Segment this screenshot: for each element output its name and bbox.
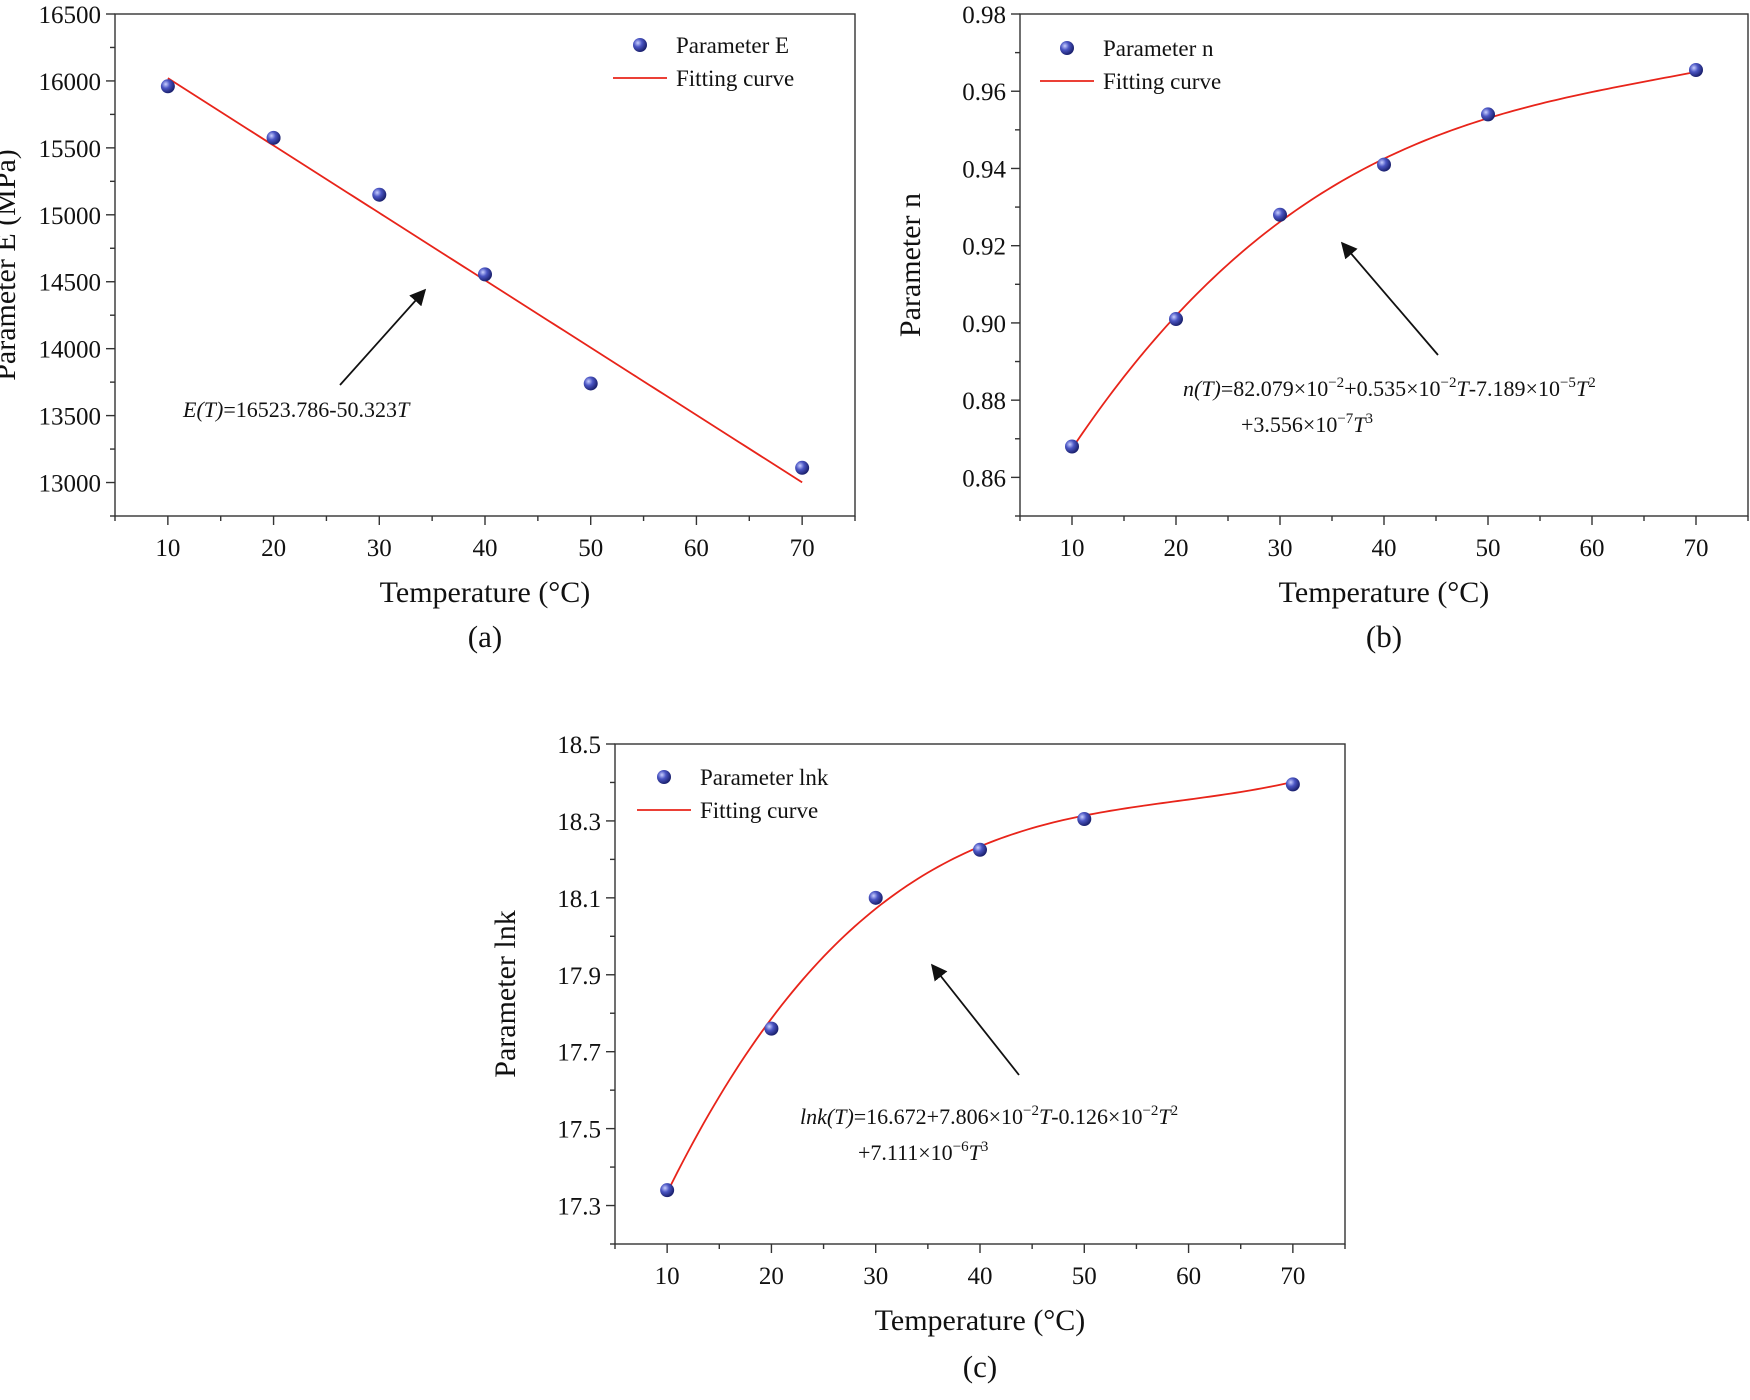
x-axis-title: Temperature (°C) [1279, 576, 1490, 609]
data-point [1377, 157, 1391, 172]
x-tick-label: 10 [1060, 535, 1085, 562]
legend-label-fit: Fitting curve [700, 798, 818, 823]
panel-label: (b) [1366, 619, 1402, 654]
legend-label-points: Parameter n [1103, 36, 1214, 61]
y-axis-title: Parameter E (MPa) [0, 149, 22, 381]
data-point [1077, 812, 1092, 826]
y-tick-label: 0.90 [962, 311, 1006, 338]
x-tick-label: 60 [1176, 1263, 1201, 1290]
x-tick-label: 70 [1684, 535, 1709, 562]
y-tick-label: 13500 [39, 404, 102, 431]
y-tick-label: 0.96 [962, 79, 1006, 106]
legend-label-points: Parameter lnk [700, 765, 829, 790]
y-tick-label: 0.86 [962, 465, 1006, 492]
data-point [1169, 312, 1183, 327]
x-tick-label: 30 [863, 1263, 888, 1290]
y-tick-label: 0.92 [962, 234, 1006, 261]
data-point [372, 187, 387, 202]
data-point [660, 1183, 675, 1198]
data-point [1273, 207, 1287, 222]
data-point [583, 376, 598, 391]
x-tick-label: 40 [473, 535, 498, 562]
y-tick-label: 17.3 [557, 1194, 601, 1221]
x-tick-label: 50 [578, 535, 603, 562]
x-tick-label: 20 [759, 1263, 784, 1290]
y-tick-label: 17.5 [557, 1117, 601, 1144]
x-axis-title: Temperature (°C) [875, 1304, 1086, 1337]
data-point [973, 842, 987, 857]
data-point [1481, 107, 1495, 122]
fit-formula-line1: n(T)=82.079×10−2+0.535×10−2T-7.189×10−5T… [1183, 375, 1596, 401]
fit-formula-line2: +3.556×10−7T3 [1241, 411, 1373, 437]
y-tick-label: 17.9 [557, 963, 601, 990]
y-tick-label: 16000 [39, 69, 102, 96]
x-tick-label: 20 [1164, 535, 1189, 562]
x-tick-label: 60 [1580, 535, 1605, 562]
y-tick-label: 0.94 [962, 156, 1006, 183]
data-point [160, 79, 175, 94]
data-point [868, 890, 883, 905]
y-tick-label: 16500 [39, 2, 102, 29]
data-point [266, 130, 281, 145]
legend-label-fit: Fitting curve [1103, 69, 1221, 94]
y-tick-label: 13000 [39, 471, 102, 498]
y-tick-label: 15500 [39, 136, 102, 163]
x-tick-label: 30 [367, 535, 392, 562]
y-tick-label: 17.7 [557, 1040, 601, 1067]
data-point [795, 460, 810, 475]
y-tick-label: 14500 [39, 270, 102, 297]
legend-marker-points [1060, 41, 1074, 55]
y-tick-label: 18.1 [557, 886, 601, 913]
panel-label: (a) [468, 619, 502, 654]
x-tick-label: 10 [655, 1263, 680, 1290]
y-axis-title: Parameter n [894, 193, 927, 337]
panel-label: (c) [963, 1349, 997, 1384]
chart-panel-b: 10 20 30 40 50 60 70 0.86 0.88 0.90 0.92 0.94 0.96 0.… [894, 2, 1749, 654]
y-tick-label: 14000 [39, 337, 102, 364]
y-axis-title: Parameter lnk [489, 910, 522, 1077]
y-tick-label: 0.88 [962, 388, 1006, 415]
y-tick-label: 18.5 [557, 732, 601, 759]
x-tick-label: 70 [790, 535, 815, 562]
legend-label-fit: Fitting curve [676, 66, 794, 91]
data-point [1065, 439, 1079, 454]
fit-formula-line1: lnk(T)=16.672+7.806×10−2T-0.126×10−2T2 [800, 1103, 1178, 1129]
y-tick-label: 15000 [39, 203, 102, 230]
annotation-arrow [1340, 241, 1439, 356]
legend-marker-points [657, 770, 671, 784]
data-point [764, 1021, 779, 1036]
chart-panel-a: 10 20 30 40 50 60 70 13000 13500 14000 14500 15000 1… [0, 2, 856, 654]
chart-panel-c: 10 20 30 40 50 60 70 17.3 17.5 17.7 17.9 18.1 18.3 18… [489, 732, 1346, 1384]
x-tick-label: 70 [1280, 1263, 1305, 1290]
fit-formula-line2: +7.111×10−6T3 [858, 1139, 988, 1165]
y-tick-label: 18.3 [557, 809, 601, 836]
x-tick-label: 10 [155, 535, 180, 562]
legend-marker-points [633, 38, 647, 52]
fit-formula-line1: E(T)=16523.786-50.323T [182, 397, 411, 422]
annotation-arrow [930, 963, 1020, 1076]
x-tick-label: 50 [1476, 535, 1501, 562]
x-tick-label: 30 [1268, 535, 1293, 562]
x-tick-label: 40 [1372, 535, 1397, 562]
y-tick-label: 0.98 [962, 2, 1006, 29]
data-point [1285, 777, 1300, 792]
x-tick-label: 60 [684, 535, 709, 562]
x-tick-label: 20 [261, 535, 286, 562]
x-tick-label: 50 [1072, 1263, 1097, 1290]
legend-label-points: Parameter E [676, 33, 789, 58]
data-point [478, 267, 492, 282]
data-point [1689, 62, 1703, 77]
x-tick-label: 40 [968, 1263, 993, 1290]
annotation-arrow [339, 288, 427, 386]
x-axis-title: Temperature (°C) [380, 576, 591, 609]
